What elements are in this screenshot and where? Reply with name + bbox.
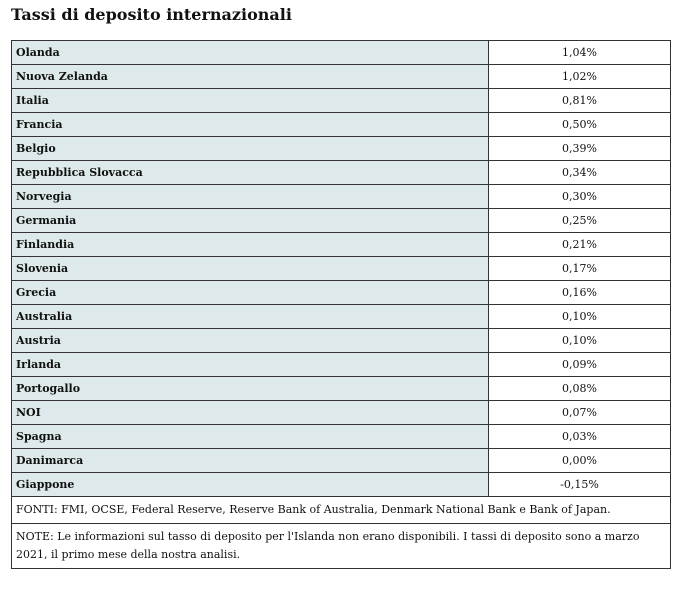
rate-cell: 0,50% bbox=[488, 112, 671, 137]
country-cell: Nuova Zelanda bbox=[11, 64, 489, 89]
country-cell: Irlanda bbox=[11, 352, 489, 377]
sources-cell: FONTI: FMI, OCSE, Federal Reserve, Reser… bbox=[11, 496, 671, 524]
country-cell: Germania bbox=[11, 208, 489, 233]
country-cell: Portogallo bbox=[11, 376, 489, 401]
rate-cell: 0,10% bbox=[488, 304, 671, 329]
country-cell: Slovenia bbox=[11, 256, 489, 281]
table-row: Olanda 1,04% bbox=[11, 40, 671, 65]
country-cell: NOI bbox=[11, 400, 489, 425]
table-row: Belgio 0,39% bbox=[11, 136, 671, 161]
country-cell: Grecia bbox=[11, 280, 489, 305]
rate-cell: 0,34% bbox=[488, 160, 671, 185]
country-cell: Finlandia bbox=[11, 232, 489, 257]
table-row: Nuova Zelanda 1,02% bbox=[11, 64, 671, 89]
rate-cell: 0,00% bbox=[488, 448, 671, 473]
table-row: Germania 0,25% bbox=[11, 208, 671, 233]
table-row: NOI 0,07% bbox=[11, 400, 671, 425]
table-row: Norvegia 0,30% bbox=[11, 184, 671, 209]
country-cell: Giappone bbox=[11, 472, 489, 497]
rate-cell: 0,17% bbox=[488, 256, 671, 281]
country-cell: Olanda bbox=[11, 40, 489, 65]
note-cell: NOTE: Le informazioni sul tasso di depos… bbox=[11, 523, 671, 569]
rate-cell: -0,15% bbox=[488, 472, 671, 497]
rate-cell: 0,08% bbox=[488, 376, 671, 401]
country-cell: Australia bbox=[11, 304, 489, 329]
table-row: Grecia 0,16% bbox=[11, 280, 671, 305]
rate-cell: 0,21% bbox=[488, 232, 671, 257]
rate-cell: 1,04% bbox=[488, 40, 671, 65]
country-cell: Repubblica Slovacca bbox=[11, 160, 489, 185]
table-row: Austria 0,10% bbox=[11, 328, 671, 353]
table-row: Spagna 0,03% bbox=[11, 424, 671, 449]
table-row: Irlanda 0,09% bbox=[11, 352, 671, 377]
rate-cell: 1,02% bbox=[488, 64, 671, 89]
rate-cell: 0,09% bbox=[488, 352, 671, 377]
country-cell: Norvegia bbox=[11, 184, 489, 209]
country-cell: Austria bbox=[11, 328, 489, 353]
rate-cell: 0,81% bbox=[488, 88, 671, 113]
note-row: NOTE: Le informazioni sul tasso di depos… bbox=[11, 523, 671, 569]
rate-cell: 0,39% bbox=[488, 136, 671, 161]
table-row: Repubblica Slovacca 0,34% bbox=[11, 160, 671, 185]
country-cell: Spagna bbox=[11, 424, 489, 449]
country-cell: Belgio bbox=[11, 136, 489, 161]
rate-cell: 0,25% bbox=[488, 208, 671, 233]
table-row: Slovenia 0,17% bbox=[11, 256, 671, 281]
country-cell: Italia bbox=[11, 88, 489, 113]
table-row: Australia 0,10% bbox=[11, 304, 671, 329]
rate-cell: 0,30% bbox=[488, 184, 671, 209]
rate-cell: 0,16% bbox=[488, 280, 671, 305]
sources-row: FONTI: FMI, OCSE, Federal Reserve, Reser… bbox=[11, 496, 671, 524]
table-body: Olanda 1,04% Nuova Zelanda 1,02% Italia 0,81%… bbox=[11, 40, 671, 569]
rate-cell: 0,03% bbox=[488, 424, 671, 449]
table-row: Giappone -0,15% bbox=[11, 472, 671, 497]
title: Tassi di deposito internazionali bbox=[11, 5, 292, 24]
country-cell: Francia bbox=[11, 112, 489, 137]
rate-cell: 0,10% bbox=[488, 328, 671, 353]
rates-table: Olanda 1,04% Nuova Zelanda 1,02% Italia 0,81%… bbox=[11, 40, 671, 569]
table-row: Francia 0,50% bbox=[11, 112, 671, 137]
table-row: Danimarca 0,00% bbox=[11, 448, 671, 473]
table-row: Italia 0,81% bbox=[11, 88, 671, 113]
table-row: Portogallo 0,08% bbox=[11, 376, 671, 401]
rate-cell: 0,07% bbox=[488, 400, 671, 425]
country-cell: Danimarca bbox=[11, 448, 489, 473]
table-row: Finlandia 0,21% bbox=[11, 232, 671, 257]
